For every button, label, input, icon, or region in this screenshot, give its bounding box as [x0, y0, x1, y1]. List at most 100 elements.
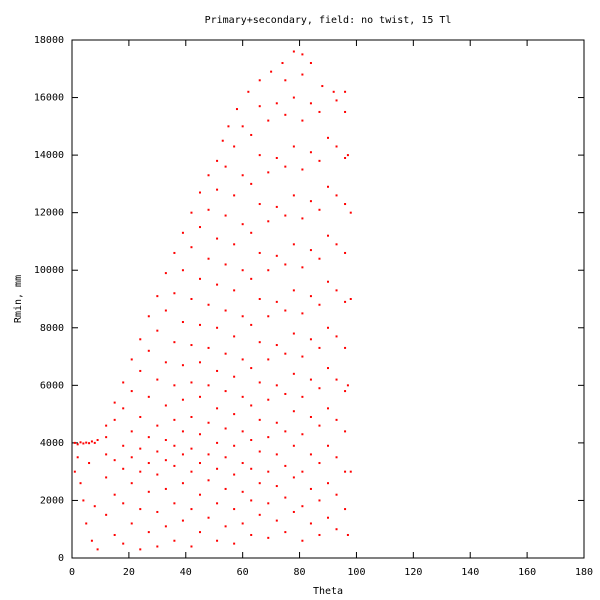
point	[207, 516, 210, 519]
point	[258, 79, 261, 82]
point	[88, 442, 91, 445]
point	[105, 453, 108, 456]
point	[113, 459, 116, 462]
point	[181, 398, 184, 401]
y-tick-label: 6000	[40, 380, 64, 391]
point	[344, 300, 347, 303]
point	[344, 430, 347, 433]
point	[335, 289, 338, 292]
point	[233, 375, 236, 378]
point	[122, 407, 125, 410]
point	[241, 125, 244, 128]
point	[332, 90, 335, 93]
point	[216, 188, 219, 191]
point	[233, 508, 236, 511]
point	[181, 482, 184, 485]
point	[284, 531, 287, 534]
point	[267, 470, 270, 473]
point	[309, 487, 312, 490]
point	[284, 214, 287, 217]
point	[216, 407, 219, 410]
point	[247, 90, 250, 93]
point	[327, 444, 329, 447]
point	[216, 539, 219, 542]
point	[147, 395, 150, 398]
point	[250, 182, 253, 185]
point	[250, 439, 253, 442]
point	[267, 502, 270, 505]
point	[241, 462, 244, 465]
point	[250, 277, 253, 280]
point	[139, 470, 142, 473]
point	[309, 102, 312, 105]
point	[318, 303, 321, 306]
point	[318, 257, 321, 260]
point	[267, 269, 270, 272]
point	[301, 53, 304, 56]
point	[73, 441, 76, 444]
point	[267, 171, 270, 174]
point	[309, 62, 312, 65]
point	[227, 125, 230, 128]
point	[335, 378, 338, 381]
point	[190, 470, 193, 473]
point	[250, 133, 253, 136]
point	[349, 211, 352, 214]
point	[216, 502, 219, 505]
point	[275, 453, 278, 456]
point	[233, 413, 236, 416]
point	[346, 533, 349, 536]
point	[241, 490, 244, 493]
point	[224, 165, 227, 168]
point	[344, 156, 347, 159]
point	[233, 542, 236, 545]
point	[327, 407, 329, 410]
point	[270, 70, 273, 73]
point	[241, 315, 244, 318]
point	[199, 531, 201, 534]
point	[250, 499, 253, 502]
point	[284, 352, 287, 355]
point	[216, 441, 219, 444]
point	[233, 145, 236, 148]
point	[335, 194, 338, 197]
point	[327, 136, 329, 139]
point	[258, 513, 261, 516]
point	[301, 312, 304, 315]
point	[275, 344, 278, 347]
point	[96, 439, 99, 442]
point	[284, 464, 287, 467]
point	[164, 525, 167, 528]
point	[122, 502, 125, 505]
point	[292, 289, 295, 292]
point	[318, 346, 321, 349]
point	[327, 516, 329, 519]
point	[173, 502, 176, 505]
point	[173, 464, 176, 467]
point	[309, 415, 312, 418]
point	[88, 462, 91, 465]
point	[181, 430, 184, 433]
point	[321, 85, 324, 88]
y-tick-label: 10000	[34, 265, 64, 276]
point	[181, 364, 184, 367]
point	[301, 168, 304, 171]
point	[73, 470, 76, 473]
y-axis-label: Rmin, mm	[13, 275, 24, 323]
point	[164, 404, 167, 407]
point	[349, 470, 352, 473]
point	[82, 442, 85, 445]
point	[327, 367, 329, 370]
point	[224, 309, 227, 312]
point	[105, 436, 108, 439]
point	[173, 341, 176, 344]
point	[284, 309, 287, 312]
y-tick-label: 18000	[34, 35, 64, 46]
point	[130, 390, 133, 393]
point	[90, 440, 93, 443]
point	[156, 545, 159, 548]
point	[233, 289, 236, 292]
y-tick-label: 14000	[34, 150, 64, 161]
point	[105, 513, 108, 516]
